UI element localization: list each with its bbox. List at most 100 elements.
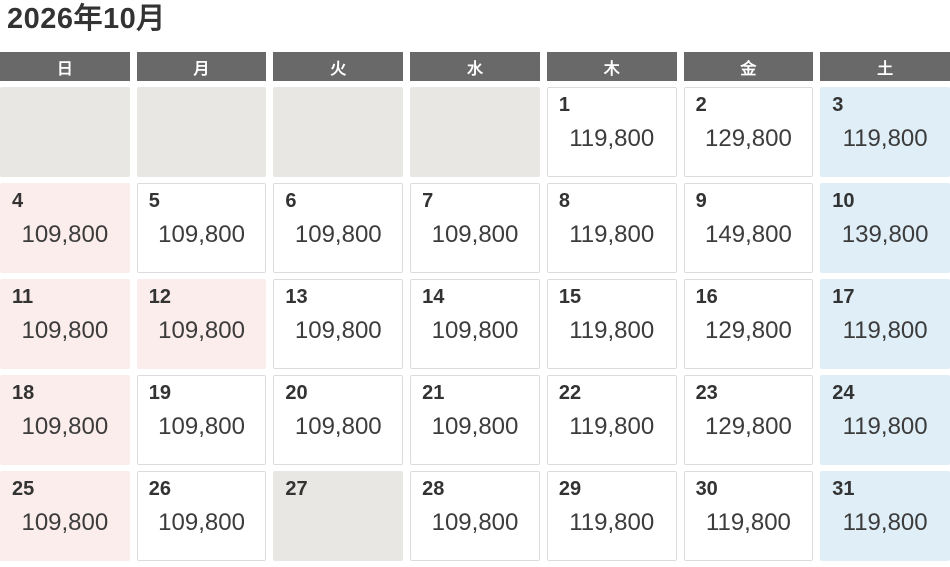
weekday-header-1: 月 <box>136 52 267 81</box>
price-label: 139,800 <box>841 221 929 248</box>
day-number: 23 <box>695 382 718 404</box>
calendar-cell-empty <box>0 87 130 177</box>
day-number: 21 <box>422 382 445 404</box>
day-number: 19 <box>148 382 171 404</box>
price-label: 109,800 <box>431 317 519 344</box>
calendar-cell-day-25[interactable]: 25 109,800 <box>0 471 130 561</box>
price-label: 109,800 <box>21 317 109 344</box>
day-number: 14 <box>422 286 445 308</box>
price-label: 109,800 <box>294 221 382 248</box>
day-number: 3 <box>832 94 844 116</box>
day-number: 30 <box>695 478 718 500</box>
calendar-cell-day-4[interactable]: 4 109,800 <box>0 183 130 273</box>
calendar-cell-day-18[interactable]: 18 109,800 <box>0 375 130 465</box>
price-label: 119,800 <box>569 221 655 248</box>
calendar-cell-day-8[interactable]: 8 119,800 <box>546 183 677 273</box>
price-label: 129,800 <box>705 125 792 152</box>
calendar-cell-day-28[interactable]: 28 109,800 <box>410 471 540 561</box>
day-number: 11 <box>12 286 34 308</box>
calendar-cell-day-7[interactable]: 7 109,800 <box>410 183 540 273</box>
day-number: 31 <box>832 478 855 500</box>
calendar-month-title: 2026年10月 <box>7 3 166 35</box>
calendar-cell-day-13[interactable]: 13 109,800 <box>273 279 404 369</box>
price-label: 109,800 <box>21 413 109 440</box>
calendar-cell-day-11[interactable]: 11 109,800 <box>0 279 130 369</box>
price-label: 119,800 <box>842 509 928 536</box>
calendar-cell-day-23[interactable]: 23 129,800 <box>683 375 814 465</box>
price-label: 109,800 <box>431 509 519 536</box>
calendar-cell-day-21[interactable]: 21 109,800 <box>410 375 540 465</box>
price-label: 109,800 <box>158 509 245 536</box>
weekday-header-0: 日 <box>0 52 130 81</box>
calendar-cell-day-17[interactable]: 17 119,800 <box>820 279 950 369</box>
day-number: 29 <box>558 478 582 500</box>
weekday-header-4: 木 <box>546 52 677 81</box>
price-label: 109,800 <box>21 221 109 248</box>
calendar-cell-day-6[interactable]: 6 109,800 <box>273 183 404 273</box>
day-number: 9 <box>695 190 707 212</box>
day-number: 4 <box>12 190 24 212</box>
price-label: 119,800 <box>842 317 928 344</box>
price-label: 129,800 <box>705 413 792 440</box>
calendar-cell-day-27: 27 <box>273 471 404 561</box>
calendar-cell-empty <box>273 87 404 177</box>
price-label: 119,800 <box>842 125 928 152</box>
calendar-cell-day-5[interactable]: 5 109,800 <box>136 183 267 273</box>
day-number: 22 <box>558 382 582 404</box>
calendar-cell-day-1[interactable]: 1 119,800 <box>546 87 677 177</box>
day-number: 17 <box>832 286 855 308</box>
price-label: 109,800 <box>431 413 519 440</box>
price-label: 129,800 <box>705 317 792 344</box>
day-number: 27 <box>285 478 308 500</box>
day-number: 24 <box>832 382 855 404</box>
price-label: 109,800 <box>158 221 245 248</box>
calendar-cell-day-2[interactable]: 2 129,800 <box>683 87 814 177</box>
day-number: 20 <box>285 382 308 404</box>
price-label: 149,800 <box>705 221 792 248</box>
weekday-header-3: 水 <box>410 52 540 81</box>
price-label: 109,800 <box>158 413 245 440</box>
day-number: 12 <box>148 286 171 308</box>
day-number: 28 <box>422 478 445 500</box>
calendar-cell-day-14[interactable]: 14 109,800 <box>410 279 540 369</box>
calendar-cell-day-10[interactable]: 10 139,800 <box>820 183 950 273</box>
day-number: 10 <box>832 190 855 212</box>
calendar-grid: 日月火水木金土 1 119,800 2 129,800 3 119,800 4 109,800 5… <box>0 52 950 561</box>
day-number: 5 <box>148 190 160 212</box>
calendar-cell-day-26[interactable]: 26 109,800 <box>136 471 267 561</box>
day-number: 7 <box>422 190 434 212</box>
calendar-cell-day-24[interactable]: 24 119,800 <box>820 375 950 465</box>
calendar-cell-day-20[interactable]: 20 109,800 <box>273 375 404 465</box>
calendar-cell-empty <box>136 87 267 177</box>
calendar-cell-empty <box>410 87 540 177</box>
calendar-cell-day-16[interactable]: 16 129,800 <box>683 279 814 369</box>
calendar-cell-day-31[interactable]: 31 119,800 <box>820 471 950 561</box>
price-label: 109,800 <box>431 221 519 248</box>
calendar-cell-day-30[interactable]: 30 119,800 <box>683 471 814 561</box>
day-number: 15 <box>558 286 582 308</box>
price-label: 109,800 <box>294 317 382 344</box>
calendar-cell-day-12[interactable]: 12 109,800 <box>136 279 267 369</box>
weekday-header-2: 火 <box>273 52 404 81</box>
day-number: 16 <box>695 286 718 308</box>
day-number: 25 <box>12 478 35 500</box>
day-number: 8 <box>558 190 570 212</box>
price-label: 119,800 <box>569 317 655 344</box>
weekday-header-5: 金 <box>683 52 814 81</box>
price-label: 119,800 <box>842 413 928 440</box>
calendar-cell-day-19[interactable]: 19 109,800 <box>136 375 267 465</box>
weekday-header-6: 土 <box>820 52 950 81</box>
calendar-cell-day-3[interactable]: 3 119,800 <box>820 87 950 177</box>
calendar-cell-day-15[interactable]: 15 119,800 <box>546 279 677 369</box>
day-number: 26 <box>148 478 171 500</box>
day-number: 13 <box>285 286 308 308</box>
calendar-cell-day-22[interactable]: 22 119,800 <box>546 375 677 465</box>
calendar-cell-day-9[interactable]: 9 149,800 <box>683 183 814 273</box>
day-number: 2 <box>695 94 707 116</box>
price-label: 119,800 <box>705 509 791 536</box>
calendar-cell-day-29[interactable]: 29 119,800 <box>546 471 677 561</box>
price-label: 109,800 <box>158 317 245 344</box>
price-label: 119,800 <box>569 509 655 536</box>
day-number: 18 <box>12 382 35 404</box>
day-number: 1 <box>558 94 570 116</box>
